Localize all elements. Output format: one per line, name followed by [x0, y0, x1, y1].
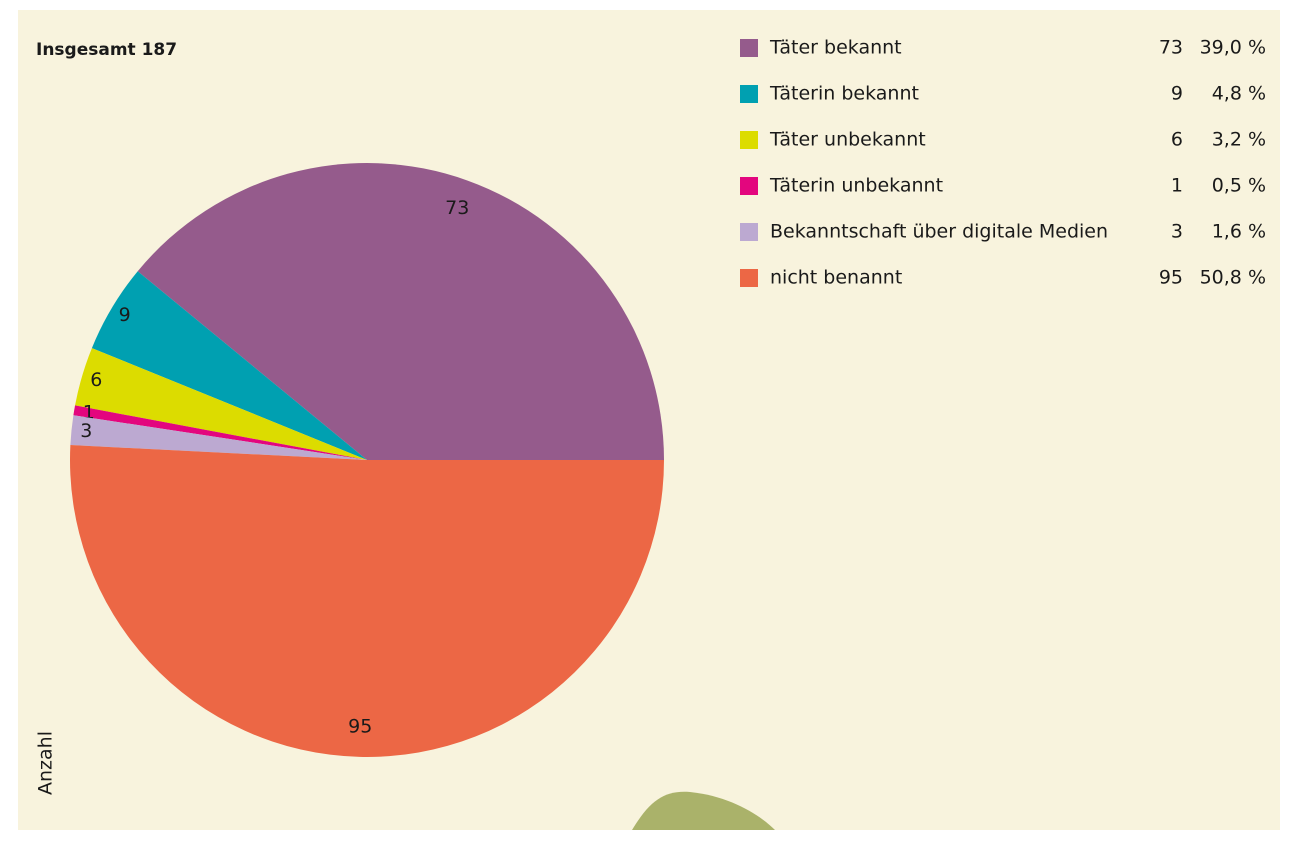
- slice-label: 95: [348, 716, 372, 738]
- slice: [73, 405, 368, 460]
- slice: [69, 445, 664, 758]
- legend-count: 95: [1159, 267, 1183, 289]
- legend-count: 3: [1171, 221, 1183, 243]
- legend-share: 0,5 %: [1212, 175, 1266, 197]
- legend-count: 9: [1171, 83, 1183, 105]
- legend-label: Täter unbekannt: [769, 129, 926, 151]
- axis-label: Anzahl: [35, 731, 57, 795]
- legend-label: nicht benannt: [770, 267, 902, 289]
- legend-label: Bekanntschaft über digitale Medien: [770, 221, 1108, 243]
- slice: [91, 271, 368, 460]
- slice-label: 9: [119, 304, 131, 326]
- slice: [70, 415, 367, 460]
- legend-swatch: [740, 177, 758, 195]
- legend-share: 1,6 %: [1212, 221, 1266, 243]
- legend-count: 73: [1159, 37, 1183, 59]
- chart-title: Insgesamt 187: [36, 40, 177, 60]
- slice-label: 6: [90, 369, 102, 391]
- legend-share: 3,2 %: [1212, 129, 1266, 151]
- legend-label: Täterin bekannt: [769, 83, 919, 105]
- legend-swatch: [740, 85, 758, 103]
- slice: [137, 163, 664, 461]
- legend-label: Täter bekannt: [769, 37, 902, 59]
- slice-label: 73: [445, 197, 469, 219]
- slice: [75, 348, 367, 460]
- legend-label: Täterin unbekannt: [769, 175, 943, 197]
- legend-share: 39,0 %: [1200, 37, 1266, 59]
- legend-swatch: [740, 269, 758, 287]
- decoration: [632, 791, 775, 830]
- legend-swatch: [740, 223, 758, 241]
- legend-share: 4,8 %: [1212, 83, 1266, 105]
- legend-count: 6: [1171, 129, 1183, 151]
- slice-label: 3: [80, 420, 92, 442]
- legend-count: 1: [1171, 175, 1183, 197]
- legend-swatch: [740, 39, 758, 57]
- legend-share: 50,8 %: [1200, 267, 1266, 289]
- legend-swatch: [740, 131, 758, 149]
